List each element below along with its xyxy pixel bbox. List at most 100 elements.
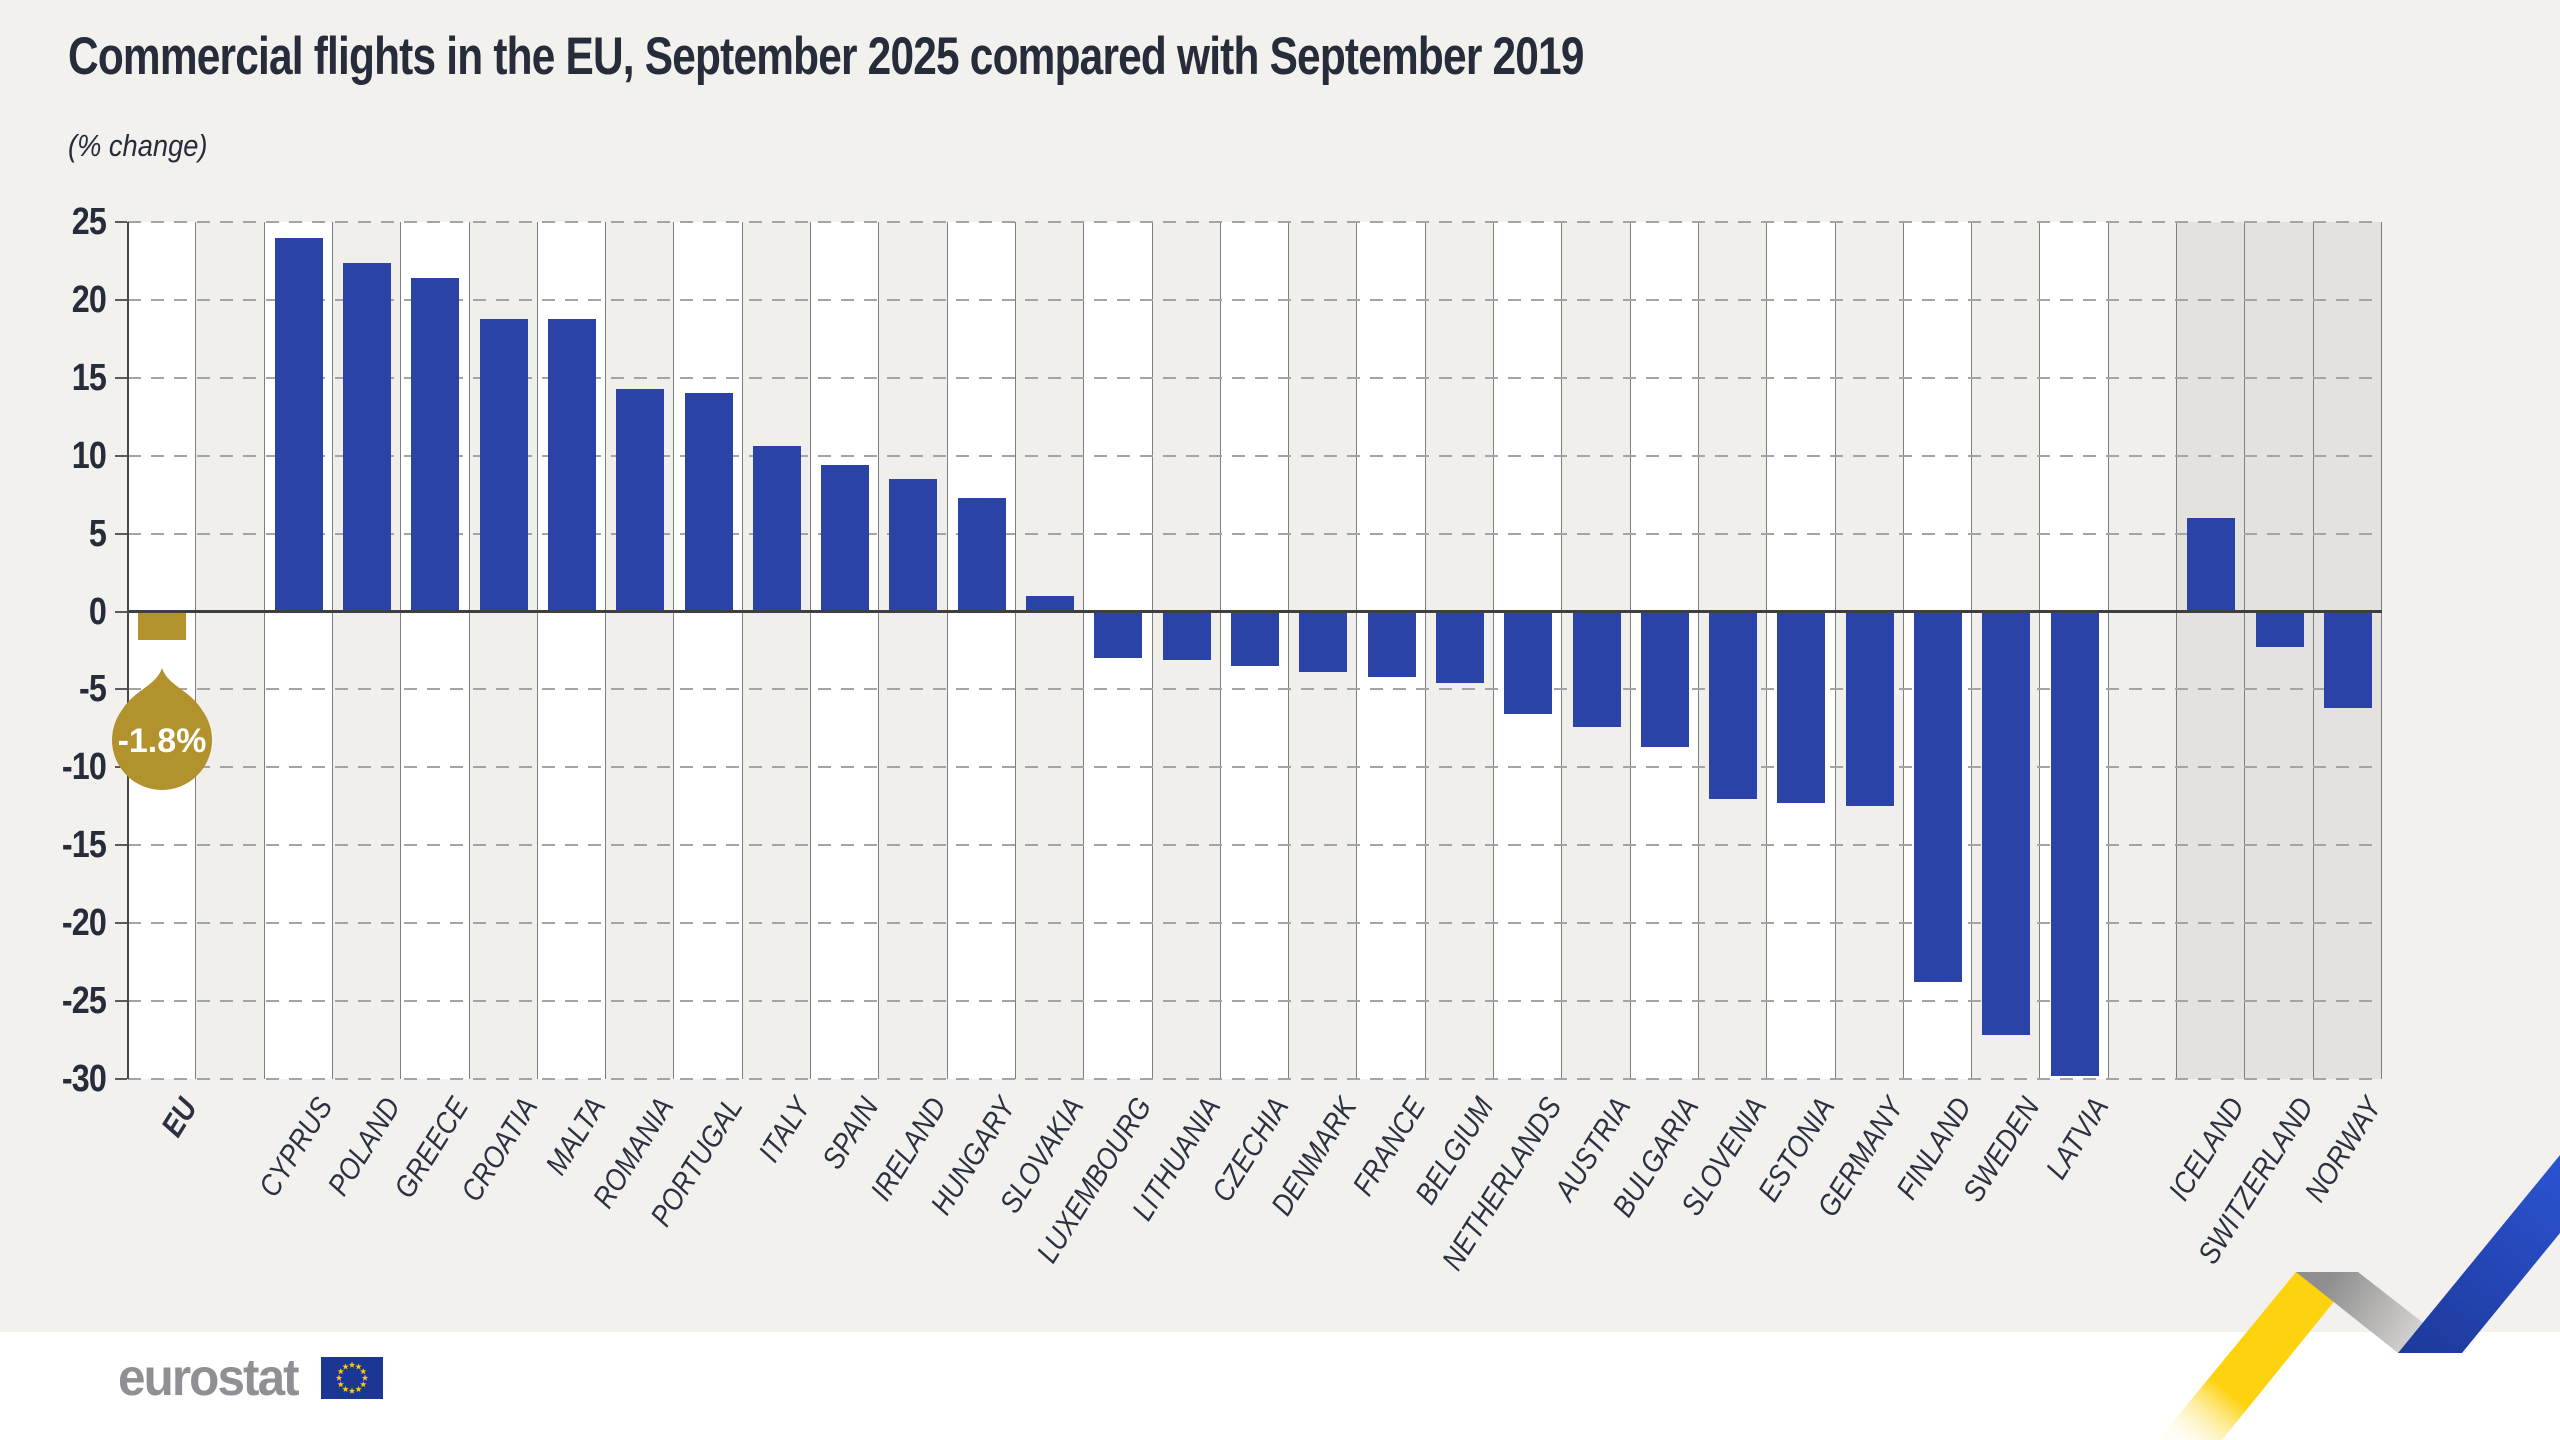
gridline--5 (128, 688, 2382, 691)
eu-callout-value: -1.8% (118, 722, 207, 760)
y-axis-label--30: -30 (61, 1058, 107, 1100)
gridline-15 (128, 376, 2382, 379)
y-axis-label-10: 10 (71, 434, 107, 477)
bar-switzerland (2255, 611, 2304, 648)
eurostat-logo-text: eurostat (118, 1349, 300, 1407)
bar-luxembourg (1094, 611, 1143, 659)
bar-spain (821, 465, 870, 612)
y-tick-mark (115, 298, 127, 301)
flag-star (342, 1385, 349, 1393)
y-axis-label--25: -25 (61, 980, 107, 1023)
bar-romania (616, 388, 665, 612)
flag-star (342, 1363, 349, 1370)
gridline-5 (128, 532, 2382, 535)
bar-slovenia (1709, 611, 1758, 799)
column-stripe-romania (606, 222, 675, 1079)
gridline-20 (128, 298, 2382, 301)
y-tick-mark (115, 688, 127, 691)
flag-star (337, 1368, 345, 1375)
bar-portugal (684, 393, 733, 612)
flag-star (355, 1385, 362, 1393)
y-axis-label-20: 20 (71, 278, 107, 321)
x-axis-label-eu: EU (154, 1091, 205, 1143)
flag-star (348, 1361, 356, 1368)
bar-ireland (889, 479, 938, 612)
bar-czechia (1231, 611, 1279, 667)
flag-star (335, 1374, 343, 1381)
y-axis-label--10: -10 (61, 746, 107, 789)
chart-subtitle: (% change) (68, 128, 208, 163)
gridline-10 (128, 454, 2382, 457)
column-stripe-ireland (879, 222, 948, 1079)
column-stripe-hungary (947, 222, 1016, 1079)
ribbon-blue-band (2398, 1155, 2560, 1353)
bar-bulgaria (1640, 611, 1689, 748)
gridline--20 (128, 922, 2382, 925)
y-axis-label-25: 25 (71, 201, 107, 243)
gridline--15 (128, 844, 2382, 847)
bar-italy (752, 446, 801, 612)
bar-denmark (1299, 611, 1348, 673)
eu-callout-bubble (112, 667, 213, 790)
column-stripe-switzerland (2245, 222, 2314, 1079)
bar-cyprus (274, 237, 323, 612)
column-stripe-eu (128, 222, 197, 1079)
bar-austria (1572, 611, 1621, 727)
flag-star (360, 1368, 367, 1375)
y-tick-mark (115, 610, 127, 613)
bar-latvia (2050, 611, 2099, 1076)
bar-norway (2323, 611, 2372, 709)
y-tick-mark (115, 1000, 127, 1003)
chart-title: Commercial flights in the EU, September … (68, 27, 1584, 86)
column-stripe-italy (742, 222, 812, 1079)
bar-france (1367, 611, 1416, 677)
bar-greece (411, 278, 460, 612)
flag-star (337, 1381, 345, 1388)
eu-callout: -1.8% (112, 667, 213, 790)
flag-star (348, 1387, 356, 1394)
column-stripe-iceland (2177, 222, 2246, 1079)
eurostat-logo: eurostat (118, 1349, 384, 1407)
y-tick-mark (115, 376, 127, 379)
flag-star (360, 1381, 367, 1388)
bar-croatia (479, 318, 528, 612)
footer (0, 1332, 2560, 1440)
y-tick-mark (115, 221, 127, 223)
y-tick-mark (115, 922, 127, 925)
gridline--10 (128, 766, 2382, 769)
ribbon-yellow-band (2158, 1272, 2358, 1440)
y-tick-mark (115, 844, 127, 847)
bar-estonia (1777, 611, 1826, 804)
bar-belgium (1435, 611, 1484, 684)
column-stripe-slovakia (1015, 222, 1085, 1079)
gridline--25 (128, 1000, 2382, 1003)
plot-area (127, 221, 2382, 1080)
y-tick-mark (115, 454, 127, 457)
bar-slovakia (1026, 595, 1075, 612)
y-axis-label--15: -15 (61, 824, 107, 867)
flag-star (361, 1374, 369, 1381)
gridline-25 (128, 221, 2382, 223)
zero-line (128, 610, 2382, 614)
separator-column (196, 222, 265, 1079)
bar-lithuania (1162, 611, 1211, 660)
bar-malta (547, 318, 596, 612)
bar-germany (1845, 611, 1894, 807)
y-tick-mark (115, 532, 127, 535)
column-stripe-spain (811, 222, 880, 1079)
bar-iceland (2187, 518, 2236, 612)
eu-flag-icon (321, 1357, 384, 1399)
y-axis-label-5: 5 (88, 512, 107, 555)
y-axis-label-15: 15 (71, 356, 107, 399)
bar-poland (343, 262, 392, 612)
bar-netherlands (1504, 611, 1553, 715)
bar-eu (138, 611, 187, 640)
y-axis-label--20: -20 (61, 902, 107, 945)
bar-sweden (1982, 611, 2031, 1036)
y-tick-mark (115, 1078, 127, 1080)
y-axis-line (127, 222, 129, 1079)
column-stripe-portugal (674, 222, 743, 1079)
trend-ribbon-graphic (2158, 1155, 2560, 1440)
gridline--30 (128, 1078, 2382, 1080)
